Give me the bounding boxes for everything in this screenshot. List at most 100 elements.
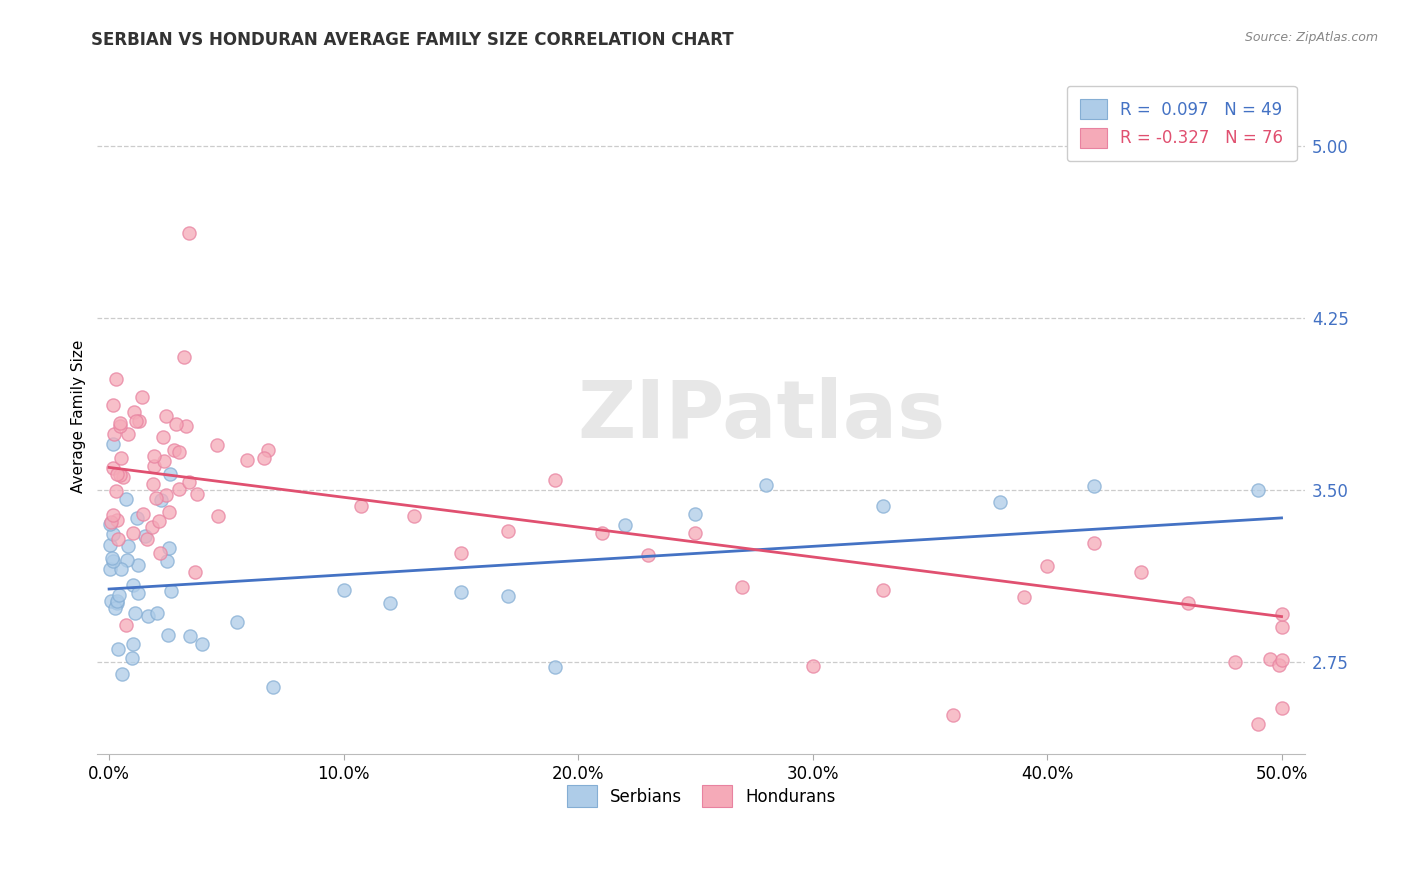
Point [148,514,170,528]
Point [1012,590,1035,604]
Point [101,461,124,475]
Point [637,548,659,562]
Point [101,550,124,565]
Point [332,583,354,598]
Point [127,558,149,573]
Point [136,532,159,546]
Point [1247,483,1270,498]
Point [152,430,174,444]
Point [167,444,190,458]
Point [160,583,183,598]
Point [101,398,124,412]
Point [450,585,472,599]
Point [127,586,149,600]
Point [988,495,1011,509]
Point [108,416,131,430]
Point [159,505,181,519]
Point [145,491,167,505]
Point [496,524,519,538]
Point [159,467,181,481]
Point [755,477,778,491]
Point [127,511,149,525]
Point [107,588,129,602]
Point [117,426,139,441]
Point [253,450,276,465]
Point [103,427,125,442]
Point [103,508,125,522]
Point [114,491,136,506]
Point [1036,558,1059,573]
Point [1129,565,1152,579]
Point [125,413,148,427]
Point [685,508,707,522]
Point [179,475,201,490]
Point [100,516,122,530]
Point [380,596,402,610]
Point [157,627,180,641]
Point [153,454,176,468]
Point [98,562,121,576]
Point [98,516,121,531]
Point [114,618,136,632]
Y-axis label: Average Family Size: Average Family Size [72,339,86,492]
Point [543,474,565,488]
Point [1270,620,1292,634]
Point [105,513,128,527]
Point [872,500,894,514]
Point [115,553,138,567]
Text: ZIPatlas: ZIPatlas [578,376,946,455]
Point [146,606,169,620]
Point [156,554,179,568]
Point [108,419,131,434]
Point [179,227,201,241]
Point [134,529,156,543]
Point [450,546,472,560]
Point [1270,652,1292,666]
Point [117,540,139,554]
Point [191,636,214,650]
Legend: Serbians, Hondurans: Serbians, Hondurans [560,779,842,814]
Point [121,578,143,592]
Point [173,351,195,365]
Point [107,596,129,610]
Point [110,451,132,466]
Point [496,589,519,603]
Point [121,650,143,665]
Point [872,583,894,598]
Point [179,630,201,644]
Point [107,642,129,657]
Point [1083,479,1105,493]
Point [731,581,754,595]
Point [613,518,636,533]
Point [155,488,177,502]
Point [142,459,165,474]
Point [165,417,187,432]
Point [236,452,259,467]
Point [107,594,129,608]
Point [1247,717,1270,731]
Point [163,442,186,457]
Point [110,468,132,483]
Point [1223,656,1246,670]
Point [136,608,159,623]
Point [132,507,155,521]
Point [110,562,132,576]
Point [350,499,373,513]
Point [184,565,207,579]
Point [122,637,145,651]
Point [143,450,166,464]
Point [155,409,177,423]
Point [262,680,284,694]
Point [1268,657,1291,672]
Point [207,509,229,524]
Text: Source: ZipAtlas.com: Source: ZipAtlas.com [1244,31,1378,45]
Point [1083,536,1105,550]
Point [142,476,165,491]
Point [103,600,125,615]
Point [98,539,121,553]
Point [111,470,134,484]
Point [685,526,707,541]
Point [256,442,278,457]
Point [1270,701,1292,715]
Point [105,467,128,482]
